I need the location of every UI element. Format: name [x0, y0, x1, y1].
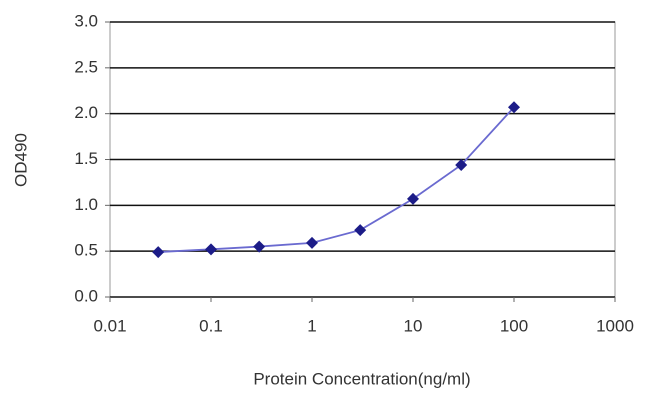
- y-tick-label: 1.5: [74, 149, 98, 168]
- y-tick-label: 2.0: [74, 103, 98, 122]
- data-point: [253, 240, 266, 253]
- data-line: [158, 106, 515, 253]
- y-axis-label: OD490: [11, 133, 30, 187]
- data-point: [508, 101, 520, 114]
- x-tick-label: 0.1: [199, 316, 223, 335]
- x-tick-label: 1: [307, 316, 316, 335]
- y-tick-label: 3.0: [74, 11, 98, 30]
- x-axis-label: Protein Concentration(ng/ml): [253, 369, 470, 388]
- data-point: [354, 224, 367, 237]
- y-tick-label: 2.5: [74, 57, 98, 76]
- data-point: [205, 243, 217, 256]
- x-tick-label: 10: [404, 316, 423, 335]
- y-tick-label: 1.0: [74, 195, 98, 214]
- data-point: [306, 236, 318, 249]
- data-point: [455, 159, 468, 171]
- y-tick-label: 0.0: [74, 286, 98, 305]
- y-tick-label: 0.5: [74, 241, 98, 260]
- data-point: [152, 246, 165, 259]
- x-tick-label: 100: [500, 316, 528, 335]
- x-tick-label: 0.01: [93, 316, 126, 335]
- x-tick-label: 1000: [596, 316, 634, 335]
- data-point: [407, 192, 419, 205]
